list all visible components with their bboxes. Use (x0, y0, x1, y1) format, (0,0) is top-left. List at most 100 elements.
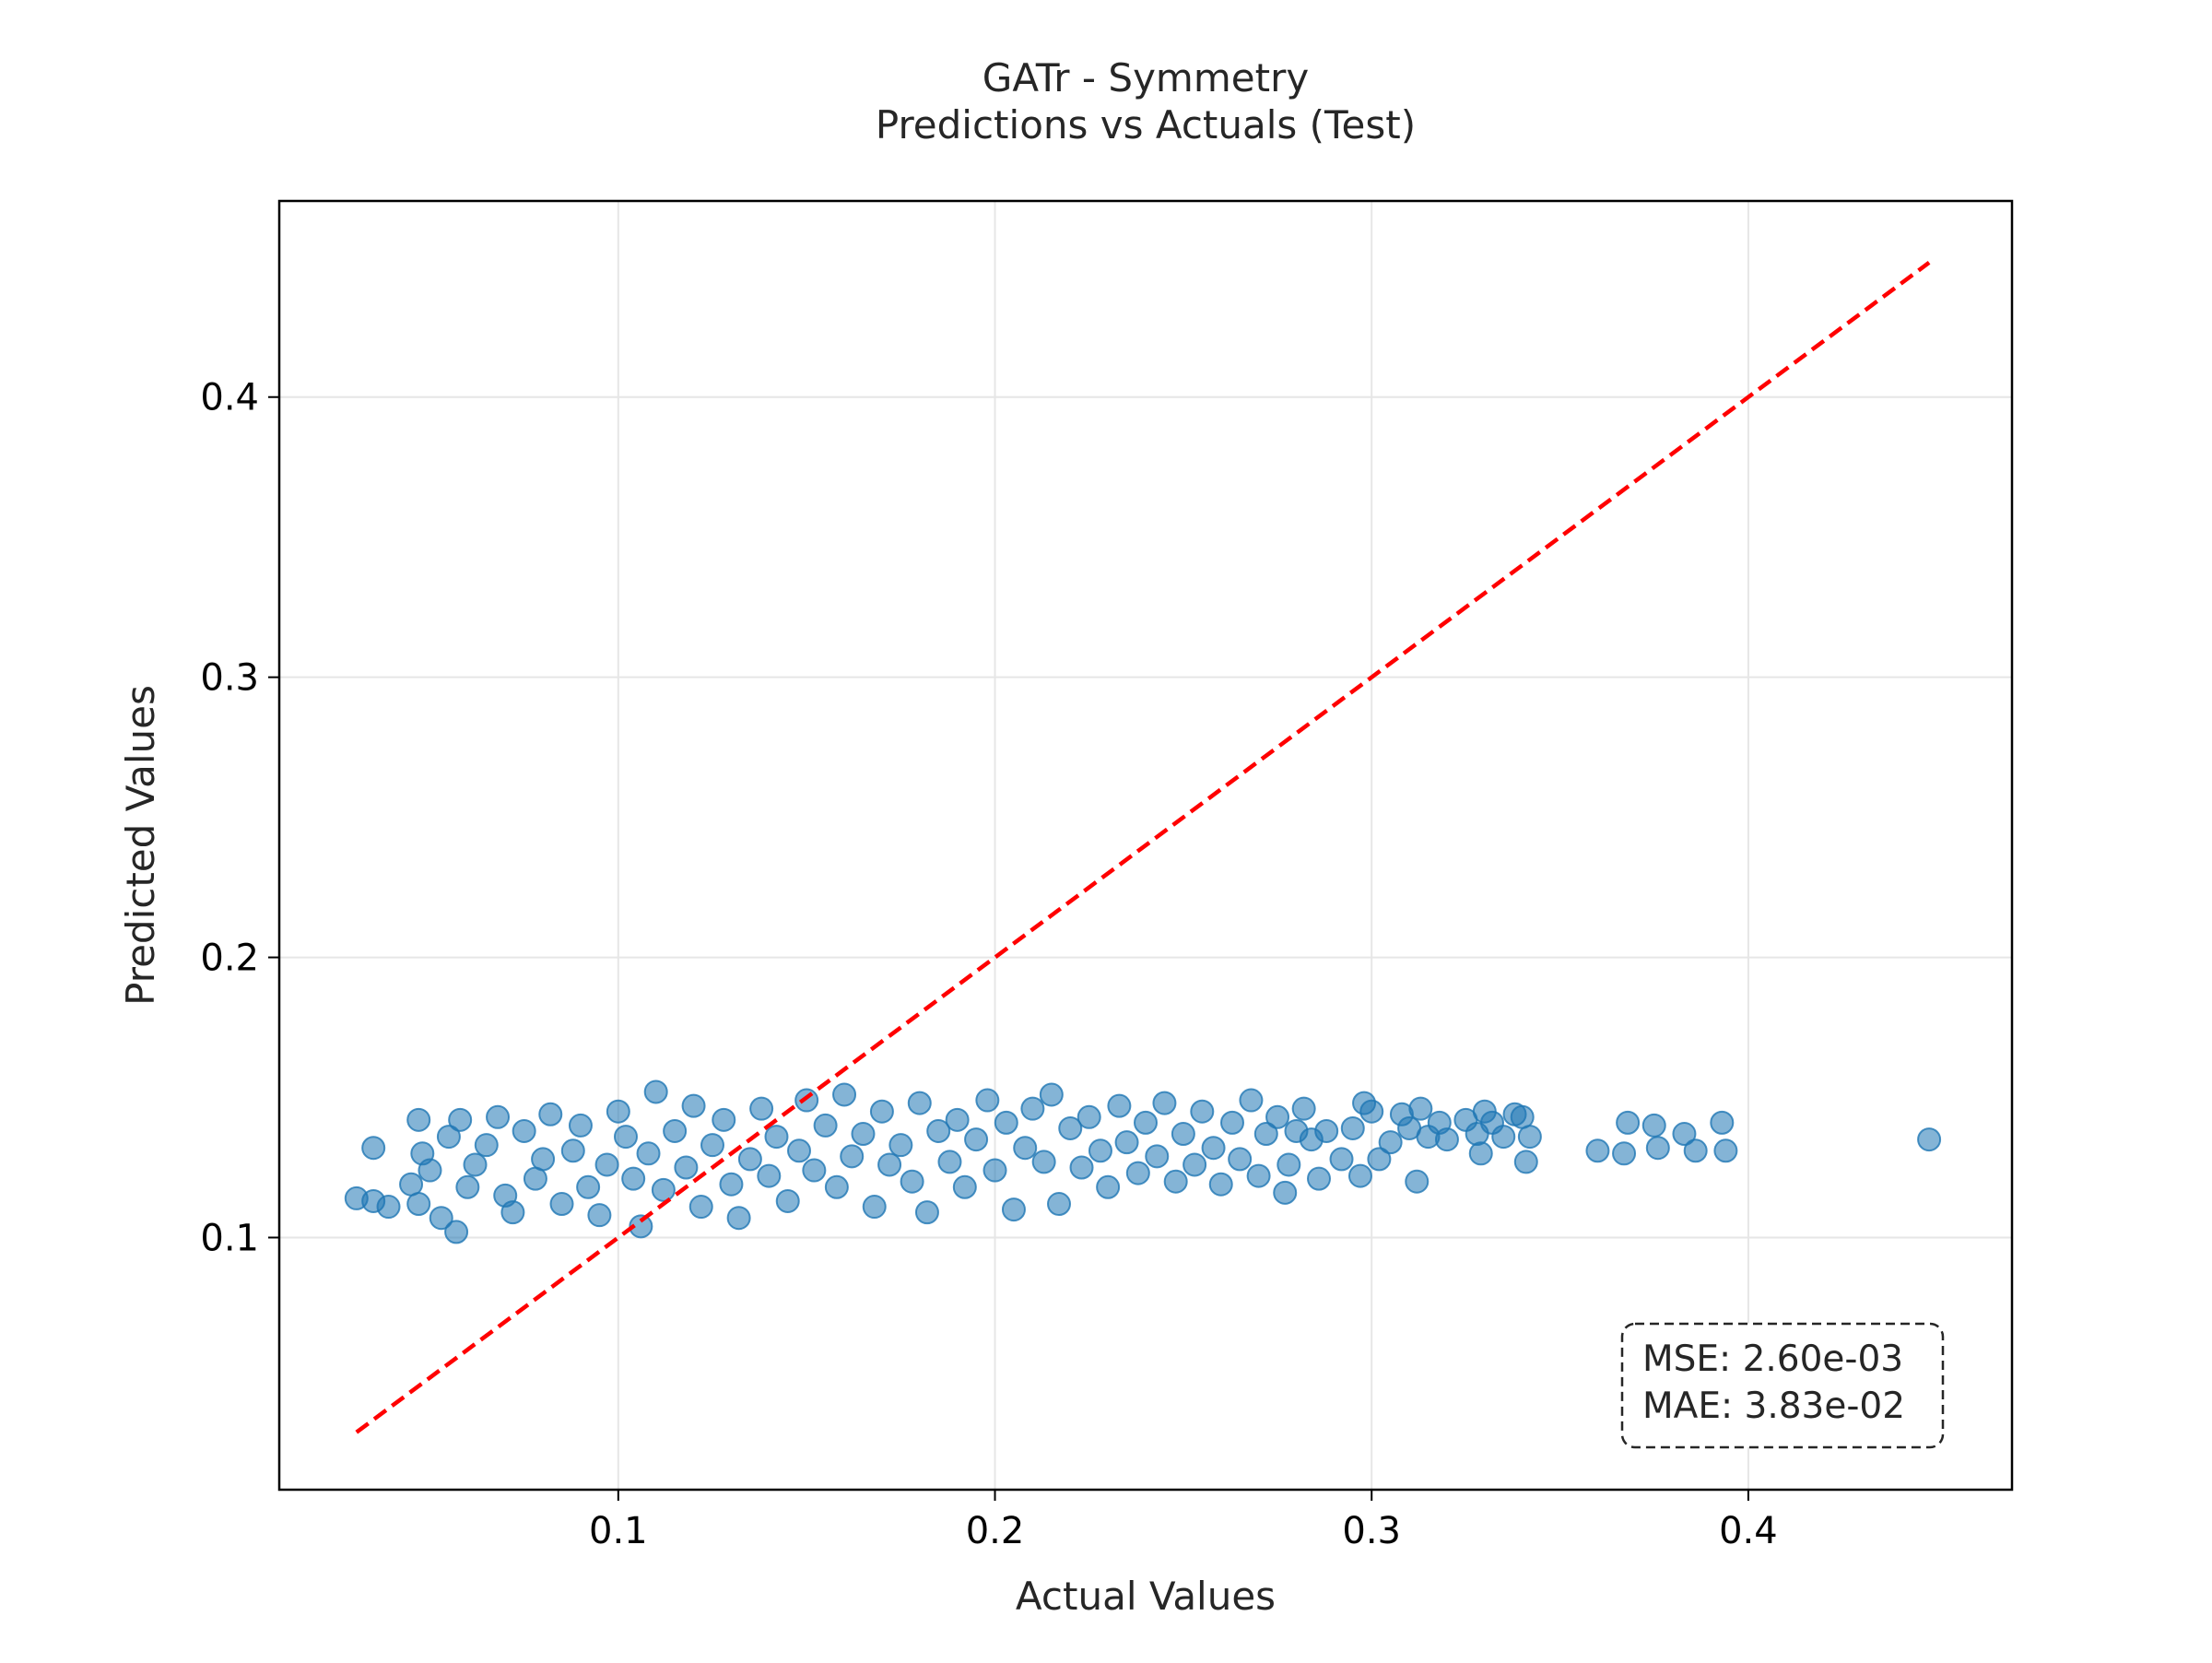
scatter-point (1491, 1125, 1516, 1150)
scatter-point (1641, 1113, 1666, 1138)
scatter-point (1307, 1166, 1331, 1191)
scatter-point (688, 1195, 713, 1220)
scatter-point (1329, 1147, 1354, 1172)
x-tick-label-0: 0.1 (589, 1510, 648, 1552)
scatter-point (1208, 1172, 1233, 1197)
scatter-point (907, 1091, 932, 1115)
scatter-point (1645, 1136, 1670, 1161)
scatter-point (832, 1082, 857, 1107)
scatter-point (869, 1099, 894, 1124)
scatter-point (463, 1152, 488, 1177)
scatter-point (436, 1125, 461, 1150)
scatter-point (1273, 1180, 1298, 1205)
y-tick-label-0: 0.1 (200, 1217, 259, 1259)
y-tick-label-3: 0.4 (200, 377, 259, 419)
scatter-point (1069, 1155, 1094, 1180)
scatter-point (1039, 1082, 1064, 1107)
scatter-point (1405, 1169, 1430, 1194)
title-line-2: Predictions vs Actuals (Test) (876, 102, 1416, 147)
scatter-point (448, 1107, 473, 1132)
scatter-point (1517, 1125, 1542, 1150)
scatter-point (1277, 1152, 1301, 1177)
x-tick-label-2: 0.3 (1342, 1510, 1401, 1552)
scatter-point (1612, 1141, 1637, 1166)
scatter-point (444, 1220, 469, 1244)
scatter-point (560, 1138, 585, 1163)
scatter-point (361, 1136, 386, 1161)
scatter-point (538, 1102, 563, 1126)
scatter-point (614, 1125, 638, 1150)
scatter-point (700, 1133, 724, 1158)
scatter-point (1291, 1096, 1316, 1121)
scatter-point (568, 1113, 593, 1138)
scatter-point (1171, 1122, 1195, 1147)
y-tick-label-2: 0.3 (200, 657, 259, 700)
scatter-point (1378, 1130, 1403, 1155)
scatter-point (500, 1200, 525, 1225)
scatter-point (1152, 1091, 1177, 1115)
scatter-point (877, 1152, 902, 1177)
scatter-point (975, 1088, 1000, 1113)
scatter-point (549, 1192, 574, 1217)
scatter-point (937, 1150, 962, 1174)
scatter-point (914, 1200, 939, 1225)
scatter-point (455, 1174, 480, 1199)
scatter-point (1672, 1122, 1697, 1147)
scatter-point (681, 1093, 706, 1118)
scatter-point (1031, 1150, 1056, 1174)
scatter-point (587, 1203, 612, 1228)
stats-box-frame (1620, 1322, 1945, 1449)
scatter-point (1367, 1147, 1392, 1172)
scatter-point (1246, 1163, 1271, 1188)
scatter-point (1114, 1130, 1139, 1155)
scatter-point (1434, 1127, 1459, 1152)
scatter-point (1347, 1163, 1372, 1188)
scatter-point (945, 1107, 970, 1132)
scatter-point (1710, 1110, 1735, 1135)
scatter-point (813, 1113, 838, 1138)
scatter-point (1408, 1096, 1433, 1121)
scatter-point (851, 1122, 876, 1147)
grid-lines (279, 201, 2012, 1490)
scatter-point (429, 1206, 453, 1231)
scatter-point (712, 1107, 736, 1132)
scatter-point (474, 1133, 499, 1158)
scatter-point (749, 1096, 774, 1121)
scatter-point (802, 1158, 827, 1183)
plot-frame (277, 199, 2014, 1492)
y-axis-label: Predicted Values (118, 685, 163, 1006)
scatter-point (1096, 1174, 1121, 1199)
scatter-point (982, 1158, 1007, 1183)
scatter-point (1713, 1138, 1738, 1163)
scatter-point (663, 1118, 688, 1143)
scatter-point (1001, 1197, 1026, 1222)
scatter-point (737, 1147, 762, 1172)
scatter-point (900, 1169, 924, 1194)
scatter-point (1314, 1118, 1339, 1143)
scatter-point (964, 1127, 989, 1152)
scatter-point (840, 1144, 865, 1169)
x-tick-label-1: 0.2 (966, 1510, 1025, 1552)
x-axis-label: Actual Values (1016, 1574, 1276, 1619)
scatter-point (1145, 1144, 1170, 1169)
scatter-point (888, 1133, 913, 1158)
scatter-point (606, 1099, 630, 1124)
scatter-point (1513, 1150, 1538, 1174)
scatter-point (1253, 1122, 1278, 1147)
scatter-point (757, 1163, 782, 1188)
title-line-1: GATr - Symmetry (982, 55, 1309, 100)
y-tick-label-1: 0.2 (200, 938, 259, 980)
scatter-point (1917, 1127, 1942, 1152)
scatter-point (764, 1125, 789, 1150)
scatter-point (1047, 1192, 1071, 1217)
scatter-point (651, 1177, 676, 1202)
scatter-point (1163, 1169, 1188, 1194)
x-tick-label-3: 0.4 (1719, 1510, 1778, 1552)
scatter-point (994, 1110, 1018, 1135)
scatter-point (862, 1195, 887, 1220)
scatter-point (1616, 1110, 1641, 1135)
scatter-point (775, 1188, 800, 1213)
scatter-point (594, 1152, 619, 1177)
